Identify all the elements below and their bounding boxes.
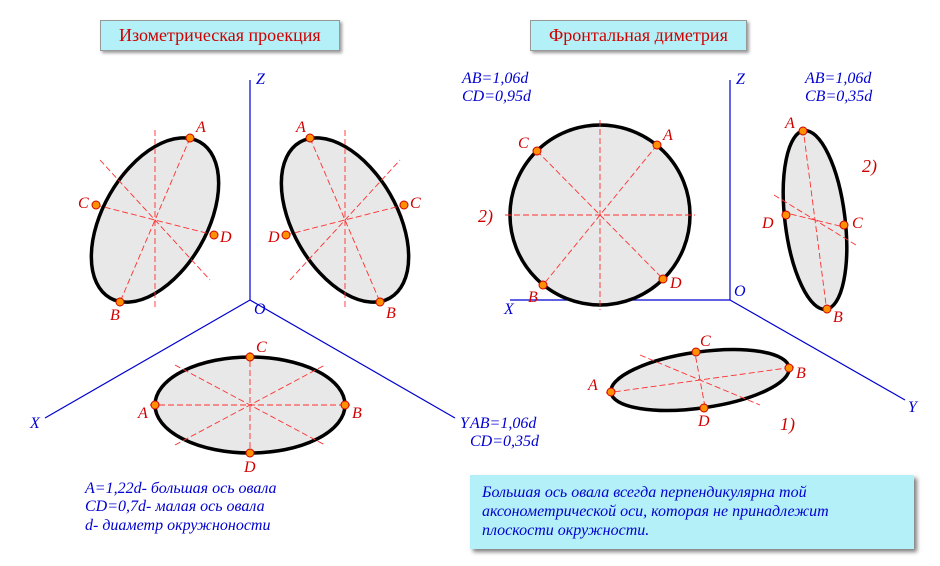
- dim-ellipse-xoy: A B C D 1): [587, 333, 806, 435]
- iso-ellipse-yoz: A B C D: [255, 116, 435, 324]
- dim-circle-xoz: A B C D 2): [478, 120, 695, 310]
- svg-text:2): 2): [478, 206, 493, 227]
- svg-text:Z: Z: [736, 71, 746, 88]
- svg-text:D: D: [219, 229, 232, 246]
- svg-text:B: B: [833, 309, 843, 326]
- svg-text:Y: Y: [460, 415, 471, 432]
- svg-text:C: C: [518, 135, 529, 152]
- svg-text:D: D: [267, 229, 280, 246]
- svg-text:A: A: [784, 115, 795, 132]
- svg-text:A: A: [662, 127, 673, 144]
- svg-text:X: X: [29, 415, 41, 432]
- svg-text:C: C: [78, 195, 89, 212]
- svg-text:2): 2): [862, 156, 877, 177]
- svg-text:D: D: [243, 459, 256, 476]
- dim-group: Z X Y O A B C D 2) A B C D 2): [478, 71, 919, 435]
- dim-ellipse-yoz: A B C D 2): [761, 115, 877, 326]
- svg-text:B: B: [352, 405, 362, 422]
- svg-text:Z: Z: [256, 71, 266, 88]
- svg-text:1): 1): [780, 414, 795, 435]
- iso-ellipse-xoz: A B C D: [65, 116, 245, 324]
- svg-text:A: A: [137, 405, 148, 422]
- svg-text:O: O: [734, 283, 746, 300]
- diagram-svg: Z X Y O A B C D A B C D: [0, 0, 940, 566]
- svg-text:A: A: [195, 119, 206, 136]
- svg-text:D: D: [761, 215, 774, 232]
- svg-text:B: B: [528, 289, 538, 306]
- svg-text:X: X: [503, 301, 515, 318]
- iso-ellipse-xoy: A B C D: [137, 339, 362, 476]
- svg-text:C: C: [256, 339, 267, 356]
- svg-text:C: C: [852, 215, 863, 232]
- iso-group: Z X Y O A B C D A B C D: [29, 71, 471, 476]
- svg-text:C: C: [700, 333, 711, 350]
- svg-text:A: A: [587, 377, 598, 394]
- svg-text:B: B: [110, 307, 120, 324]
- svg-text:O: O: [254, 301, 266, 318]
- svg-text:D: D: [697, 413, 710, 430]
- svg-text:A: A: [295, 119, 306, 136]
- svg-text:B: B: [796, 365, 806, 382]
- svg-text:Y: Y: [908, 399, 919, 416]
- svg-text:B: B: [386, 305, 396, 322]
- svg-text:D: D: [669, 275, 682, 292]
- svg-text:C: C: [410, 195, 421, 212]
